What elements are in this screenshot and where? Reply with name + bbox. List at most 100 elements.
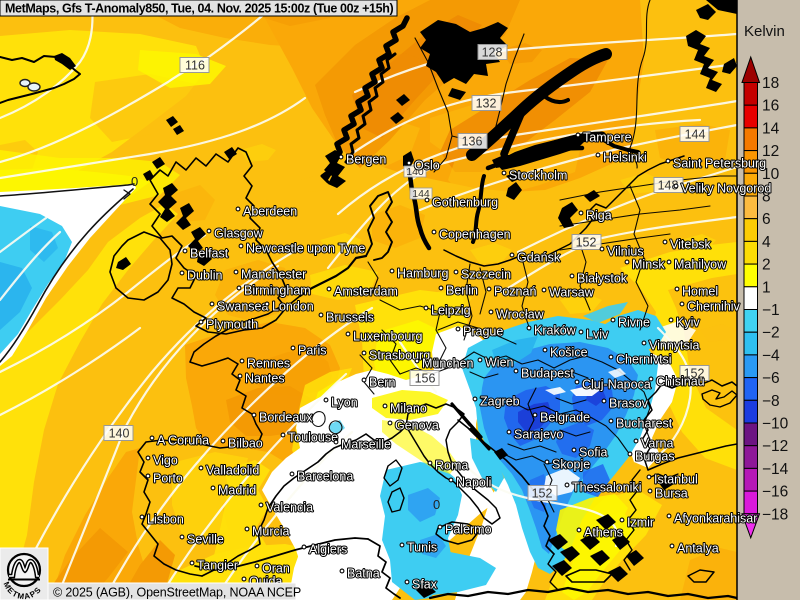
svg-text:Chernihiv: Chernihiv <box>687 300 741 314</box>
svg-text:Homel: Homel <box>682 285 718 299</box>
svg-text:Helsinki: Helsinki <box>603 151 647 165</box>
svg-text:144: 144 <box>412 188 430 200</box>
svg-text:Izmir: Izmir <box>627 516 654 530</box>
svg-text:Bergen: Bergen <box>346 153 386 167</box>
svg-text:0: 0 <box>433 497 440 512</box>
svg-text:12: 12 <box>762 143 779 160</box>
svg-text:Bordeaux: Bordeaux <box>259 411 313 425</box>
svg-text:Riga: Riga <box>586 209 612 223</box>
svg-text:−18: −18 <box>762 506 788 523</box>
svg-text:Kraków: Kraków <box>534 324 577 338</box>
svg-text:Tangier: Tangier <box>197 559 238 573</box>
svg-text:152: 152 <box>576 236 597 250</box>
svg-text:Chisinau: Chisinau <box>656 375 705 389</box>
svg-text:Valencia: Valencia <box>266 501 313 515</box>
svg-text:Strasbourg: Strasbourg <box>369 349 430 363</box>
svg-text:Thessaloniki: Thessaloniki <box>572 481 641 495</box>
svg-text:Glasgow: Glasgow <box>214 227 264 241</box>
svg-text:1: 1 <box>762 279 771 296</box>
svg-text:156: 156 <box>415 372 436 386</box>
svg-text:Hamburg: Hamburg <box>397 267 448 281</box>
svg-text:Antalya: Antalya <box>677 542 719 556</box>
svg-text:Rivne: Rivne <box>618 316 650 330</box>
svg-text:−10: −10 <box>762 416 789 433</box>
svg-text:Bern: Bern <box>369 376 395 390</box>
svg-text:Belgrade: Belgrade <box>540 411 590 425</box>
svg-text:Sarajevo: Sarajevo <box>514 428 563 442</box>
svg-text:Barcelona: Barcelona <box>297 470 353 484</box>
svg-text:6: 6 <box>762 211 771 228</box>
svg-text:Košice: Košice <box>550 346 588 360</box>
svg-text:Zagreb: Zagreb <box>480 395 520 409</box>
svg-text:152: 152 <box>532 487 553 501</box>
svg-text:© 2025 (AGB), OpenStreetMap, N: © 2025 (AGB), OpenStreetMap, NOAA NCEP <box>53 586 301 600</box>
svg-text:Aberdeen: Aberdeen <box>243 205 297 219</box>
svg-text:Sofia: Sofia <box>579 446 608 460</box>
svg-text:Vitebsk: Vitebsk <box>670 238 712 252</box>
svg-text:Rennes: Rennes <box>247 357 290 371</box>
svg-text:Skopje: Skopje <box>552 458 590 472</box>
svg-text:Palermo: Palermo <box>445 523 492 537</box>
svg-text:Cluj-Napoca: Cluj-Napoca <box>582 378 651 392</box>
svg-text:Vilnius: Vilnius <box>607 245 644 259</box>
svg-text:10: 10 <box>762 166 780 183</box>
svg-text:Batna: Batna <box>347 567 380 581</box>
svg-text:Minsk: Minsk <box>632 258 665 272</box>
svg-text:Burgas: Burgas <box>635 450 675 464</box>
svg-text:Plymouth: Plymouth <box>206 318 258 332</box>
svg-text:152: 152 <box>684 367 705 381</box>
svg-text:16: 16 <box>762 98 779 115</box>
svg-text:Porto: Porto <box>153 472 183 486</box>
svg-text:Varna: Varna <box>641 437 673 451</box>
svg-text:4: 4 <box>762 234 771 251</box>
svg-text:Algiers: Algiers <box>309 543 347 557</box>
svg-text:Bucharest: Bucharest <box>616 417 673 431</box>
svg-text:132: 132 <box>476 97 497 111</box>
svg-text:Chernivtsi: Chernivtsi <box>616 353 672 367</box>
svg-text:London: London <box>272 300 314 314</box>
svg-text:Newcastle upon Tyne: Newcastle upon Tyne <box>246 242 365 256</box>
svg-text:140: 140 <box>109 427 130 441</box>
svg-text:−2: −2 <box>762 325 780 342</box>
svg-text:Genova: Genova <box>395 419 439 433</box>
svg-text:Tunis: Tunis <box>407 541 437 555</box>
svg-text:Roma: Roma <box>435 459 468 473</box>
svg-text:Gothenburg: Gothenburg <box>432 196 498 210</box>
svg-text:Vigo: Vigo <box>153 454 178 468</box>
svg-text:Napoli: Napoli <box>456 476 491 490</box>
svg-text:Istanbul: Istanbul <box>654 473 698 487</box>
svg-text:Athens: Athens <box>584 526 623 540</box>
svg-text:Seville: Seville <box>187 533 224 547</box>
svg-text:Bilbao: Bilbao <box>228 437 263 451</box>
svg-text:Nantes: Nantes <box>245 372 285 386</box>
svg-text:Saint Petersburg: Saint Petersburg <box>673 157 766 171</box>
svg-text:2: 2 <box>762 257 771 274</box>
svg-text:Paris: Paris <box>298 344 326 358</box>
svg-text:Afyonkarahisar: Afyonkarahisar <box>674 512 757 526</box>
svg-text:Vinnytsia: Vinnytsia <box>649 339 700 353</box>
svg-text:Kyiv: Kyiv <box>676 316 700 330</box>
svg-text:8: 8 <box>762 189 771 206</box>
svg-text:Tampere: Tampere <box>583 131 632 145</box>
svg-text:144: 144 <box>685 128 706 142</box>
svg-text:Birmingham: Birmingham <box>244 284 311 298</box>
svg-text:−16: −16 <box>762 484 788 501</box>
svg-text:Prague: Prague <box>463 325 503 339</box>
svg-text:Poznań: Poznań <box>494 285 536 299</box>
svg-text:Luxembourg: Luxembourg <box>353 330 423 344</box>
svg-text:Madrid: Madrid <box>218 484 256 498</box>
svg-text:Leipzig: Leipzig <box>431 304 471 318</box>
svg-text:Mahilyow: Mahilyow <box>674 258 727 272</box>
svg-text:Kelvin: Kelvin <box>744 23 785 40</box>
svg-text:Budapest: Budapest <box>521 367 574 381</box>
svg-text:München: München <box>422 357 473 371</box>
svg-text:Dublin: Dublin <box>187 269 222 283</box>
svg-text:136: 136 <box>462 135 483 149</box>
svg-text:Oslo: Oslo <box>414 159 440 173</box>
svg-text:Manchester: Manchester <box>241 268 306 282</box>
svg-text:Szczecin: Szczecin <box>461 268 511 282</box>
svg-text:Berlin: Berlin <box>446 284 478 298</box>
svg-text:Swansea: Swansea <box>217 300 268 314</box>
svg-text:MetMaps, Gfs T-Anomaly850, Tue: MetMaps, Gfs T-Anomaly850, Tue, 04. Nov.… <box>5 2 393 16</box>
svg-text:14: 14 <box>762 120 780 137</box>
